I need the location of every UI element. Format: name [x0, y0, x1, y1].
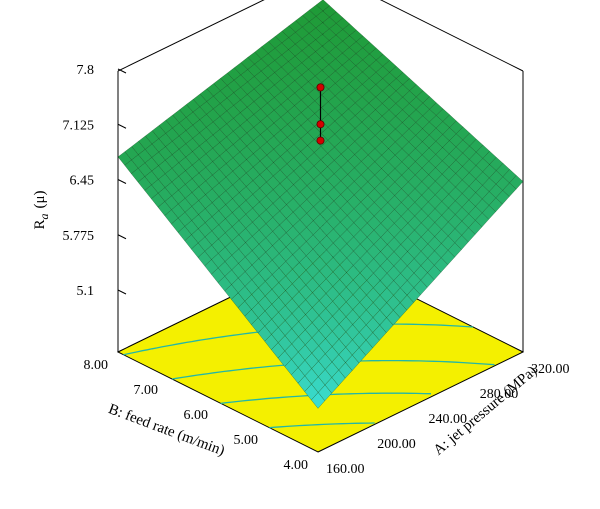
z-tick-mark: [117, 289, 127, 295]
x-tick-label: 280.00: [480, 387, 519, 402]
x-tick-label: 240.00: [429, 412, 468, 427]
y-tick-label: 5.00: [234, 433, 259, 448]
design-point: [316, 120, 325, 129]
z-tick-label: 7.8: [77, 63, 95, 78]
z-label-main: R: [32, 220, 48, 230]
y-tick-label: 8.00: [84, 358, 109, 373]
y-tick-label: 6.00: [184, 408, 209, 423]
frame-edge: [117, 0, 265, 72]
x-tick-label: 160.00: [326, 462, 365, 477]
z-tick-label: 6.45: [70, 174, 95, 189]
design-point: [316, 136, 325, 145]
z-label-unit: (μ): [32, 190, 48, 208]
y-axis-label: B: feed rate (m/min): [106, 401, 227, 459]
x-tick-label: 320.00: [531, 362, 570, 377]
z-label-sub: a: [37, 214, 51, 220]
z-tick-mark: [117, 179, 127, 184]
z-tick-mark: [117, 68, 127, 74]
response-surface: [117, 0, 524, 409]
z-axis-label: Ra (μ): [32, 190, 51, 229]
z-tick-mark: [117, 123, 127, 129]
design-point: [316, 83, 325, 92]
z-tick-mark: [117, 234, 127, 240]
z-tick-label: 5.775: [63, 229, 95, 244]
x-tick-label: 200.00: [377, 437, 416, 452]
frame-edge: [379, 0, 524, 72]
contour-line: [269, 422, 375, 429]
z-tick-label: 7.125: [63, 118, 95, 133]
z-tick-label: 5.1: [77, 284, 95, 299]
design-points: [316, 83, 325, 145]
y-tick-label: 4.00: [284, 458, 309, 473]
surface-cell: [311, 392, 326, 409]
tick-labels: 5.1 5.775 6.45 7.125 7.8 160.00 200.00 240.00 28…: [63, 63, 570, 477]
y-tick-label: 7.00: [134, 383, 159, 398]
